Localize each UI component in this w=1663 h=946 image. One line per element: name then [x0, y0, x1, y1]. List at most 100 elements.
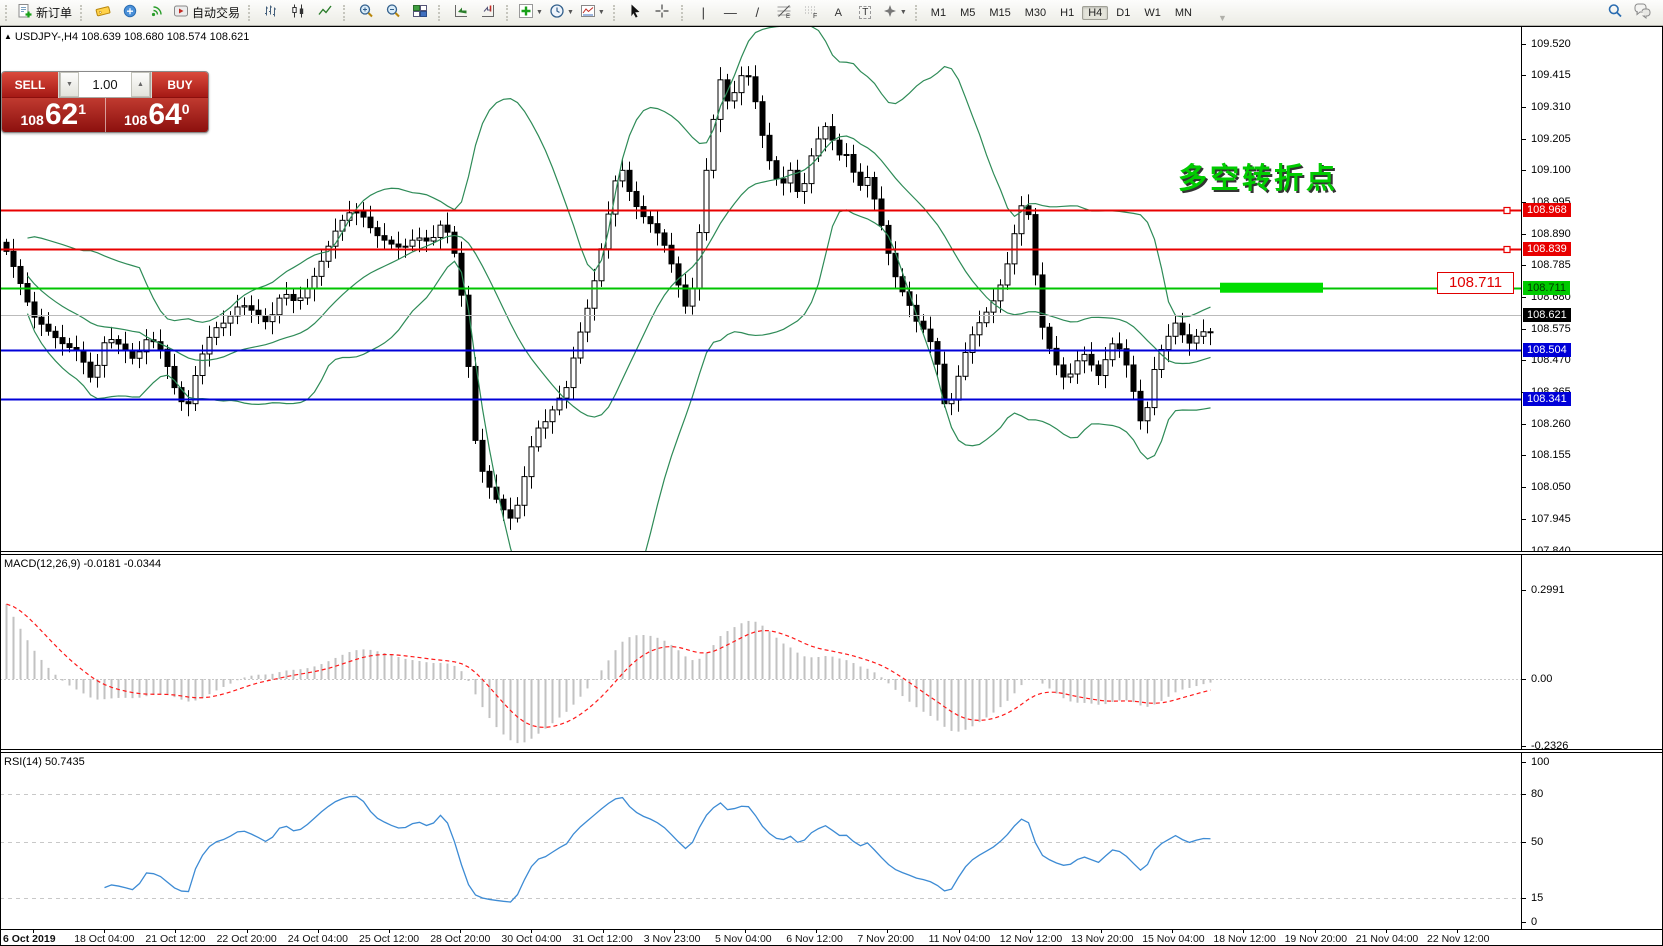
time-tick-mark [460, 930, 462, 933]
price-level-label-108.504: 108.504 [1523, 343, 1571, 358]
timeframe-m1[interactable]: M1 [930, 7, 947, 19]
text-button[interactable]: A [825, 1, 852, 24]
tile-windows-icon [412, 3, 428, 22]
sell-price[interactable]: 108 62 1 [2, 98, 106, 132]
signals-button[interactable] [143, 1, 170, 24]
price-level-label-108.621: 108.621 [1523, 307, 1571, 322]
axis-tick-mark [1522, 762, 1526, 763]
time-tick-label: 25 Oct 12:00 [359, 933, 420, 945]
volume-decrease-button[interactable]: ▼ [60, 72, 79, 97]
templates-dropdown-caret[interactable]: ▼ [597, 9, 605, 16]
chart-shift-button[interactable] [474, 1, 501, 24]
time-tick-mark [1243, 930, 1245, 933]
axis-tick-mark [1522, 487, 1526, 489]
grid-f-button[interactable]: F [798, 1, 825, 24]
zoom-in-button[interactable] [352, 1, 379, 24]
fibonacci-button[interactable]: E [771, 1, 798, 24]
sell-button[interactable]: SELL [2, 72, 58, 98]
buy-price[interactable]: 108 64 0 [105, 98, 208, 132]
sell-price-point: 1 [78, 101, 87, 117]
time-tick-mark [887, 930, 889, 933]
time-tick-label: 30 Oct 04:00 [501, 933, 562, 945]
time-tick-mark [246, 930, 248, 933]
indicators-button[interactable]: ▼ [515, 1, 546, 24]
price-chart-canvas[interactable] [0, 27, 1521, 551]
time-tick-label: 7 Nov 20:00 [857, 933, 915, 945]
timeframe-m5[interactable]: M5 [960, 7, 976, 19]
time-tick-label: 21 Nov 04:00 [1355, 933, 1419, 945]
bollinger-middle [27, 135, 1211, 418]
price-level-label-108.968: 108.968 [1523, 203, 1571, 218]
price-callout-label[interactable]: 108.711 [1437, 272, 1514, 294]
auto-scroll-icon [453, 3, 469, 22]
time-axis[interactable]: 6 Oct 2019 18 Oct 04:00 21 Oct 12:00 22 Oct… [0, 929, 1663, 946]
buy-price-pips: 64 [148, 98, 182, 131]
buy-button[interactable]: BUY [152, 72, 208, 98]
zoom-out-button[interactable] [379, 1, 406, 24]
macd-indicator-pane[interactable]: MACD(12,26,9) -0.0181 -0.0344 [0, 555, 1521, 749]
pane-separator-macd[interactable] [0, 551, 1663, 555]
axis-tick-label: 0.00 [1531, 673, 1553, 685]
level-marker [1503, 245, 1511, 254]
ticket-button[interactable] [89, 1, 116, 24]
volume-increase-button[interactable]: ▲ [131, 72, 150, 97]
time-tick-mark [175, 930, 177, 933]
bar-chart-button[interactable] [257, 1, 284, 24]
timeframe-w1[interactable]: W1 [1144, 7, 1161, 19]
chat-button[interactable] [1628, 1, 1655, 24]
sell-price-big-figure: 108 [20, 112, 44, 128]
arrows-dropdown-caret[interactable]: ▼ [899, 9, 907, 16]
candlestick-chart-button[interactable] [284, 1, 311, 24]
axis-tick-label: 108.155 [1531, 449, 1571, 462]
search-button[interactable] [1601, 1, 1628, 24]
templates-button[interactable]: ▼ [577, 1, 608, 24]
periods-dropdown-caret[interactable]: ▼ [566, 9, 574, 16]
autotrading-button[interactable]: 自动交易 [170, 1, 243, 24]
indicators-dropdown-caret[interactable]: ▼ [536, 9, 543, 16]
toolbar-right-group [1601, 1, 1663, 24]
toolbar-drag-handle[interactable] [5, 4, 10, 21]
timeframe-m30[interactable]: M30 [1024, 7, 1047, 19]
auto-scroll-button[interactable] [447, 1, 474, 24]
price-axis[interactable]: 109.520 109.415 109.310 109.205 109.100 108.9… [1521, 27, 1663, 929]
axis-tick-mark [1522, 138, 1526, 140]
horizontal-line-button[interactable]: — [717, 1, 744, 24]
grid-f-icon: F [803, 3, 819, 22]
axis-tick-label: 0 [1531, 916, 1538, 928]
rsi-indicator-pane[interactable]: RSI(14) 50.7435 [0, 753, 1521, 929]
periods-button[interactable]: ▼ [546, 1, 577, 24]
timeframe-d1[interactable]: D1 [1116, 7, 1131, 19]
line-chart-button[interactable] [311, 1, 338, 24]
timeframe-h4[interactable]: H4 [1082, 6, 1109, 20]
arrows-button[interactable]: ▼ [879, 1, 910, 24]
arrows-icon [882, 3, 898, 22]
time-tick-mark [317, 930, 319, 933]
vertical-line-button[interactable]: | [690, 1, 717, 24]
volume-input[interactable] [79, 72, 131, 97]
collapse-quotes-icon[interactable]: ▲ [4, 32, 12, 41]
market-button[interactable] [116, 1, 143, 24]
time-tick-label: 19 Nov 20:00 [1284, 933, 1348, 945]
crosshair-button[interactable] [649, 1, 676, 24]
bollinger-upper [27, 27, 1211, 323]
axis-tick-mark [1522, 898, 1526, 899]
tile-windows-button[interactable] [406, 1, 433, 24]
text-label-button[interactable]: T [852, 1, 879, 24]
time-tick-label: 28 Oct 20:00 [430, 933, 491, 945]
trendline-icon: / [755, 4, 760, 20]
timeframe-m15[interactable]: M15 [989, 7, 1011, 19]
axis-tick-mark [1522, 922, 1526, 923]
cursor-button[interactable] [622, 1, 649, 24]
axis-tick-mark [1522, 518, 1526, 520]
chart-text-annotation: 多空转折点 [1178, 163, 1339, 195]
horizontal-line-icon: — [723, 4, 737, 20]
new-order-button[interactable]: 新订单 [14, 1, 75, 24]
level-marker [1503, 206, 1511, 215]
timeframe-mn[interactable]: MN [1174, 7, 1192, 19]
axis-tick-label: 108.470 [1531, 354, 1571, 367]
price-chart-pane[interactable]: ▲ USDJPY-,H4 108.639 108.680 108.574 108.… [0, 27, 1521, 551]
toolbar: 新订单 自动交易 ▼ ▼ ▼ | — / E F A T [0, 0, 1663, 26]
timeframe-h1[interactable]: H1 [1060, 7, 1075, 19]
pane-separator-rsi[interactable] [0, 749, 1663, 753]
trendline-button[interactable]: / [744, 1, 771, 24]
